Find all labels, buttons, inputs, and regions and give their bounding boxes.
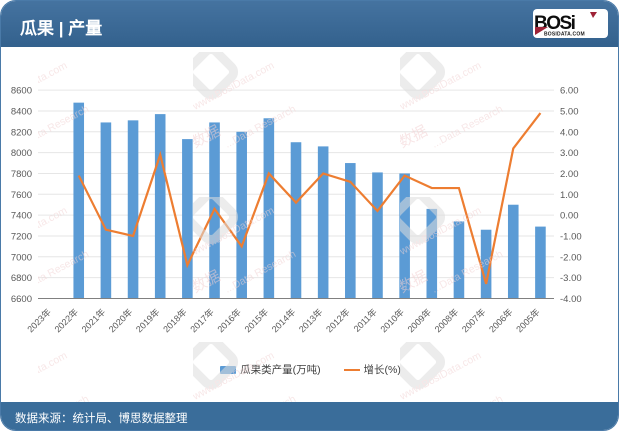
svg-text:2013年: 2013年 [296, 306, 324, 334]
svg-text:2022年: 2022年 [52, 306, 80, 334]
svg-text:-3.00: -3.00 [560, 273, 582, 284]
svg-text:2005年: 2005年 [514, 306, 542, 334]
svg-text:3.00: 3.00 [560, 148, 579, 159]
svg-text:2020年: 2020年 [106, 306, 134, 334]
svg-text:-1.00: -1.00 [560, 231, 582, 242]
svg-text:2023年: 2023年 [25, 306, 53, 334]
svg-text:2014年: 2014年 [269, 306, 297, 334]
svg-text:2016年: 2016年 [215, 306, 243, 334]
svg-text:2017年: 2017年 [188, 306, 216, 334]
svg-text:0.00: 0.00 [560, 211, 579, 222]
svg-text:-4.00: -4.00 [560, 294, 582, 305]
svg-text:2007年: 2007年 [459, 306, 487, 334]
svg-text:7400: 7400 [11, 211, 32, 222]
svg-text:2011年: 2011年 [351, 306, 379, 334]
svg-text:8600: 8600 [11, 86, 32, 97]
svg-text:2012年: 2012年 [323, 306, 351, 334]
svg-text:5.00: 5.00 [560, 106, 579, 117]
svg-text:7800: 7800 [11, 169, 32, 180]
svg-text:2.00: 2.00 [560, 169, 579, 180]
svg-text:-2.00: -2.00 [560, 252, 582, 263]
svg-text:7600: 7600 [11, 190, 32, 201]
svg-text:6800: 6800 [11, 273, 32, 284]
svg-text:6.00: 6.00 [560, 86, 579, 97]
svg-text:2019年: 2019年 [133, 306, 161, 334]
svg-text:7000: 7000 [11, 252, 32, 263]
svg-text:2021年: 2021年 [79, 306, 107, 334]
svg-text:2018年: 2018年 [160, 306, 188, 334]
svg-text:8000: 8000 [11, 148, 32, 159]
svg-text:1.00: 1.00 [560, 190, 579, 201]
svg-text:2008年: 2008年 [432, 306, 460, 334]
svg-text:7200: 7200 [11, 231, 32, 242]
svg-text:8400: 8400 [11, 106, 32, 117]
svg-text:BOSIDATA.COM: BOSIDATA.COM [544, 32, 585, 38]
svg-text:2010年: 2010年 [378, 306, 406, 334]
svg-text:2015年: 2015年 [242, 306, 270, 334]
svg-text:2006年: 2006年 [486, 306, 514, 334]
svg-text:8200: 8200 [11, 127, 32, 138]
svg-text:6600: 6600 [11, 294, 32, 305]
svg-text:2009年: 2009年 [405, 306, 433, 334]
svg-text:4.00: 4.00 [560, 127, 579, 138]
